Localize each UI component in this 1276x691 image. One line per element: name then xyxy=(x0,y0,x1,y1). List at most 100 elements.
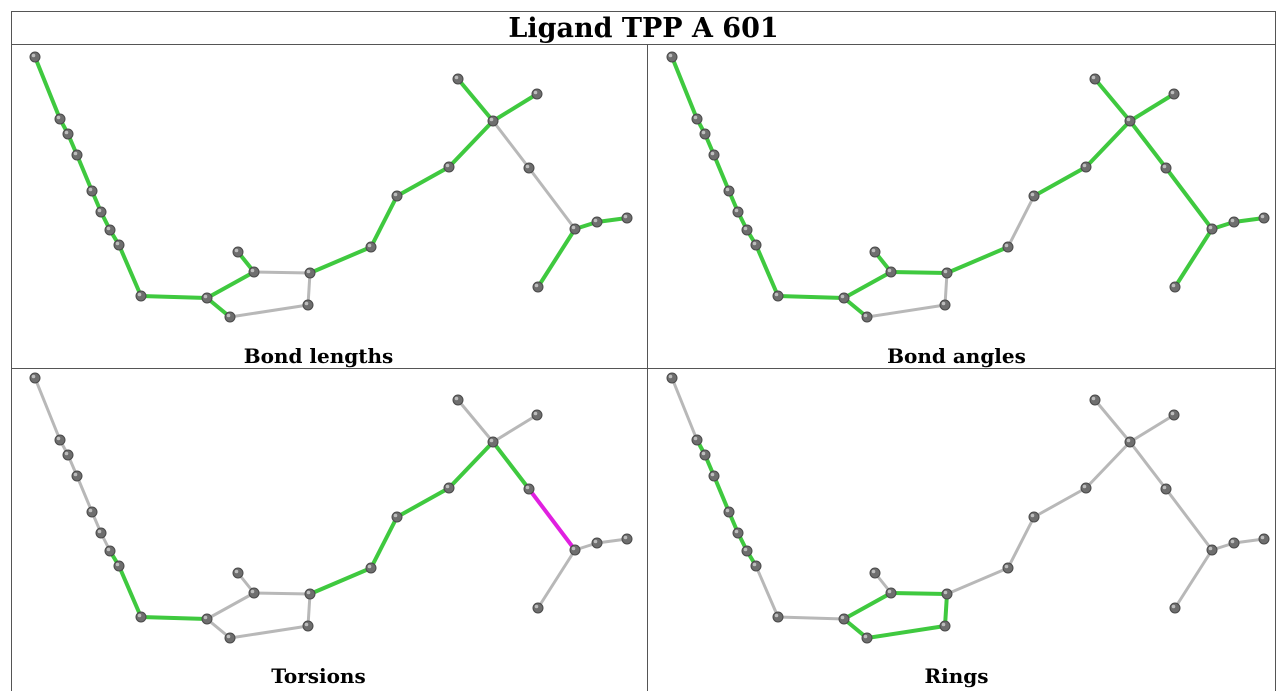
atom xyxy=(1089,73,1101,85)
molecule-diagram xyxy=(666,51,1270,323)
atom xyxy=(1160,162,1172,174)
bond-neutral xyxy=(1164,487,1214,552)
atom xyxy=(248,266,260,278)
atom-highlight xyxy=(871,248,876,253)
bond-neutral xyxy=(75,474,94,514)
atom-highlight xyxy=(454,75,459,80)
atom xyxy=(1206,544,1218,556)
atom xyxy=(1169,602,1181,614)
bond-ok xyxy=(117,243,143,298)
atom xyxy=(54,113,66,125)
bond-ok xyxy=(1164,166,1214,231)
atom-highlight xyxy=(106,547,111,552)
atom-highlight xyxy=(571,546,576,551)
title-divider xyxy=(11,44,1276,45)
bond-ok xyxy=(491,440,531,491)
bond-neutral xyxy=(33,376,62,442)
row-divider xyxy=(11,368,1276,369)
atom-highlight xyxy=(1170,411,1175,416)
atom xyxy=(621,533,633,545)
molecule-diagram xyxy=(29,372,633,644)
bond-ok xyxy=(447,440,495,490)
atom-highlight xyxy=(137,292,142,297)
atom xyxy=(104,545,116,557)
atom-highlight xyxy=(943,269,948,274)
atom-highlight xyxy=(137,613,142,618)
atom-highlight xyxy=(701,451,706,456)
atom xyxy=(772,611,784,623)
atom-highlight xyxy=(306,269,311,274)
atom-highlight xyxy=(203,615,208,620)
atom-highlight xyxy=(64,451,69,456)
atom xyxy=(861,632,873,644)
atom xyxy=(224,632,236,644)
atom-highlight xyxy=(534,283,539,288)
atom-highlight xyxy=(725,187,730,192)
atom-highlight xyxy=(1208,225,1213,230)
atom xyxy=(29,372,41,384)
bond-ok xyxy=(205,270,256,300)
atom-highlight xyxy=(1162,164,1167,169)
atom-highlight xyxy=(525,164,530,169)
atom-highlight xyxy=(1091,396,1096,401)
atom-highlight xyxy=(863,634,868,639)
atom-highlight xyxy=(941,622,946,627)
atom-highlight xyxy=(250,268,255,273)
atom xyxy=(723,506,735,518)
atom-highlight xyxy=(752,241,757,246)
bond-ok xyxy=(1084,119,1132,169)
atom-highlight xyxy=(623,535,628,540)
atom-highlight xyxy=(725,508,730,513)
bond-ok xyxy=(536,227,577,289)
atom xyxy=(95,527,107,539)
atom xyxy=(723,185,735,197)
atom-highlight xyxy=(115,562,120,567)
bond-ok xyxy=(369,194,399,249)
atom xyxy=(86,185,98,197)
bond-neutral xyxy=(491,119,531,170)
atom xyxy=(304,588,316,600)
atom xyxy=(741,545,753,557)
bond-neutral xyxy=(1173,548,1214,610)
atom xyxy=(1080,161,1092,173)
atom xyxy=(71,470,83,482)
atom-highlight xyxy=(693,436,698,441)
atom-highlight xyxy=(734,208,739,213)
atom-highlight xyxy=(941,301,946,306)
atom xyxy=(708,149,720,161)
atom-highlight xyxy=(1170,90,1175,95)
atom-highlight xyxy=(1004,243,1009,248)
atom-highlight xyxy=(840,615,845,620)
atom xyxy=(443,161,455,173)
atom-highlight xyxy=(1171,604,1176,609)
atom-highlight xyxy=(1082,163,1087,168)
atom-highlight xyxy=(533,411,538,416)
atom-highlight xyxy=(226,634,231,639)
panel-torsions: Torsions xyxy=(0,321,637,691)
atom xyxy=(1124,436,1136,448)
atom xyxy=(869,246,881,258)
atom xyxy=(62,449,74,461)
atom xyxy=(391,511,403,523)
atom-highlight xyxy=(64,130,69,135)
atom xyxy=(732,206,744,218)
atom xyxy=(621,212,633,224)
atom xyxy=(1169,281,1181,293)
atom xyxy=(302,620,314,632)
atom xyxy=(532,281,544,293)
atom-highlight xyxy=(97,529,102,534)
atom xyxy=(113,239,125,251)
atom-highlight xyxy=(203,294,208,299)
atom-highlight xyxy=(1230,218,1235,223)
page-title: Ligand TPP A 601 xyxy=(508,13,779,44)
atom xyxy=(302,299,314,311)
atom xyxy=(885,266,897,278)
bond-ok xyxy=(1093,77,1132,123)
atom xyxy=(532,602,544,614)
bond-ok xyxy=(117,564,143,619)
atom-highlight xyxy=(1091,75,1096,80)
atom-highlight xyxy=(752,562,757,567)
bond-ok xyxy=(776,294,846,300)
atom-highlight xyxy=(56,436,61,441)
atom xyxy=(71,149,83,161)
